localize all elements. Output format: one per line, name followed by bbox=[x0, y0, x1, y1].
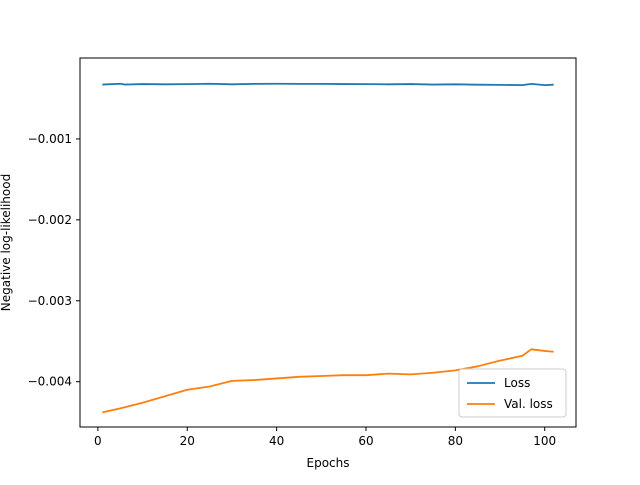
x-tick-label: 20 bbox=[180, 434, 195, 448]
x-tick-label: 80 bbox=[448, 434, 463, 448]
series-layer bbox=[102, 82, 554, 414]
legend-box bbox=[458, 368, 567, 418]
series-line-val-loss bbox=[102, 348, 554, 414]
x-tick-label: 60 bbox=[358, 434, 373, 448]
series-line-loss bbox=[102, 82, 554, 87]
y-axis: −0.001 −0.002 −0.003 −0.004 bbox=[28, 132, 80, 389]
x-tick-label: 40 bbox=[269, 434, 284, 448]
legend-label-loss: Loss bbox=[504, 376, 530, 390]
x-axis: 0 20 40 60 80 100 bbox=[94, 427, 556, 448]
y-tick-label: −0.002 bbox=[28, 213, 72, 227]
x-axis-label: Epochs bbox=[307, 456, 350, 470]
y-tick-label: −0.003 bbox=[28, 294, 72, 308]
y-axis-label: Negative log-likelihood bbox=[0, 174, 13, 311]
axes-frame bbox=[79, 57, 577, 428]
legend: Loss Val. loss bbox=[458, 368, 567, 418]
x-tick-label: 0 bbox=[94, 434, 102, 448]
y-tick-label: −0.001 bbox=[28, 132, 72, 146]
x-tick-label: 100 bbox=[533, 434, 556, 448]
legend-label-val-loss: Val. loss bbox=[504, 397, 553, 411]
y-tick-label: −0.004 bbox=[28, 375, 72, 389]
